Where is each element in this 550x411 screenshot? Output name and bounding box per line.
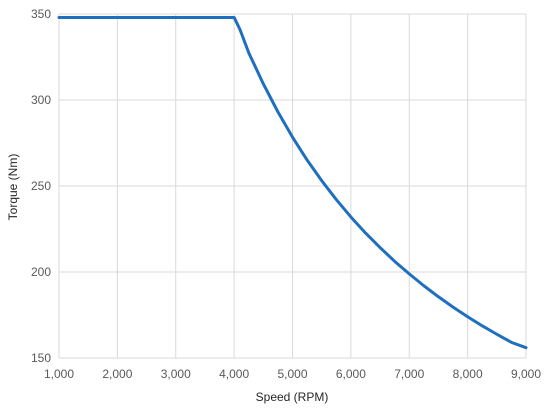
- x-tick-label: 5,000: [277, 367, 307, 381]
- x-tick-label: 6,000: [336, 367, 366, 381]
- x-tick-label: 9,000: [511, 367, 541, 381]
- y-tick-label: 200: [31, 265, 51, 279]
- x-gridlines: [58, 14, 527, 358]
- y-tick-label: 150: [31, 351, 51, 365]
- x-axis-title: Speed (RPM): [256, 390, 329, 404]
- y-tick-label: 250: [31, 179, 51, 193]
- x-tick-label: 4,000: [219, 367, 249, 381]
- x-tick-label: 2,000: [102, 367, 132, 381]
- x-tick-label: 8,000: [453, 367, 483, 381]
- x-tick-label: 1,000: [44, 367, 74, 381]
- x-tick-label: 7,000: [394, 367, 424, 381]
- y-tick-labels: 150 200 250 300 350: [31, 7, 51, 365]
- y-tick-label: 350: [31, 7, 51, 21]
- x-tick-labels: 1,000 2,000 3,000 4,000 5,000 6,000 7,000 8,000…: [44, 367, 541, 381]
- x-tick-label: 3,000: [161, 367, 191, 381]
- torque-series-line: [57, 15, 528, 350]
- y-tick-label: 300: [31, 93, 51, 107]
- series-layer: [57, 15, 528, 350]
- y-axis-title: Torque (Nm): [6, 154, 20, 221]
